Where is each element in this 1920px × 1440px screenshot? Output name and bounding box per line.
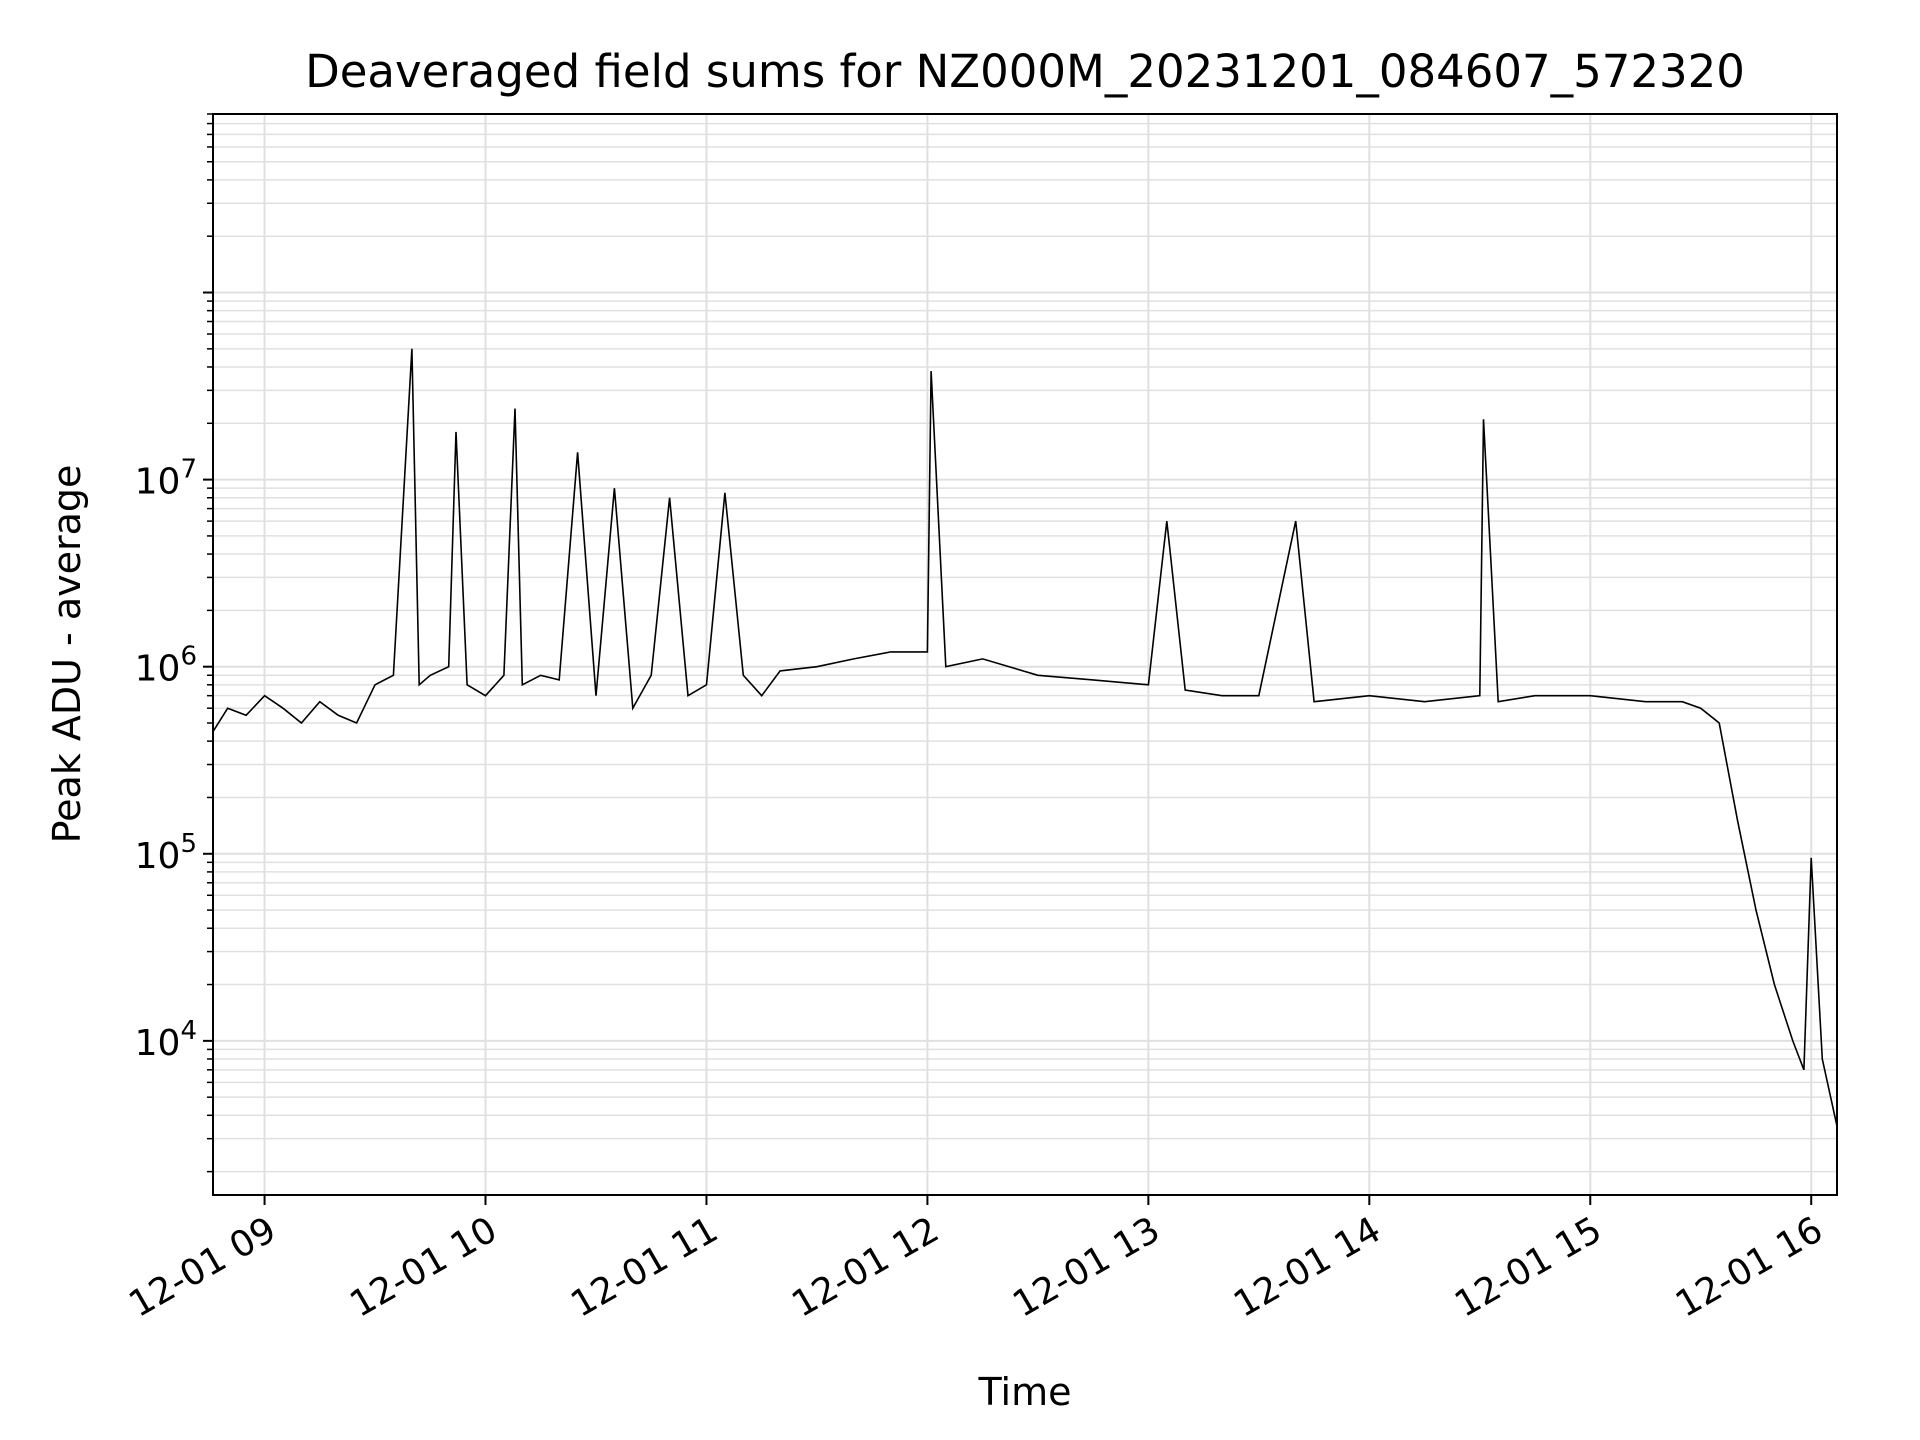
series-line — [212, 348, 1838, 1127]
y-tick-label: 107 — [135, 455, 197, 503]
x-axis-label: Time — [978, 1370, 1072, 1414]
chart-title: Deaveraged field sums for NZ000M_2023120… — [305, 45, 1745, 98]
grid — [213, 113, 1837, 1195]
y-tick-label: 104 — [135, 1016, 197, 1064]
plot-frame — [212, 113, 1838, 1196]
y-tick-label: 105 — [135, 829, 197, 877]
series-group — [212, 348, 1838, 1127]
y-axis: 104 105 106 107 — [135, 113, 213, 1173]
y-axis-label: Peak ADU - average — [45, 465, 89, 844]
y-tick-label: 106 — [135, 642, 197, 690]
